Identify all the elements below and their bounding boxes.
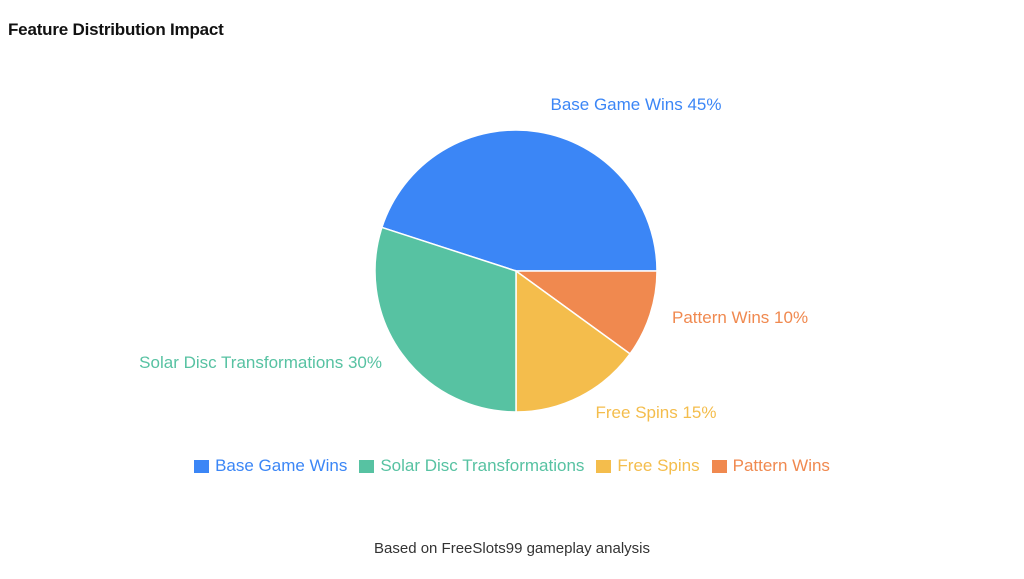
legend-label: Solar Disc Transformations [380, 456, 585, 475]
legend-item-solar-disc-transformations[interactable]: Solar Disc Transformations [359, 456, 584, 476]
legend-swatch [359, 459, 375, 473]
legend-swatch [711, 459, 727, 473]
pie-slice-pattern-wins[interactable] [513, 270, 658, 355]
slice-label-solar-disc-transformations: Solar Disc Transformations 30% [139, 353, 382, 372]
pie-slice-solar-disc-transformations[interactable] [374, 226, 517, 413]
pie-slice-free-spins[interactable] [515, 269, 632, 413]
legend-label: Free Spins [617, 456, 700, 475]
legend-swatch [194, 459, 210, 473]
legend-label: Base Game Wins [215, 456, 348, 475]
chart-legend: Base Game Wins Solar Disc Transformation… [0, 456, 1024, 476]
slice-label-free-spins: Free Spins 15% [596, 403, 717, 422]
legend-swatch [596, 459, 612, 473]
legend-label: Pattern Wins [732, 456, 830, 475]
legend-item-free-spins[interactable]: Free Spins [596, 456, 700, 476]
legend-item-pattern-wins[interactable]: Pattern Wins [711, 456, 830, 476]
legend-item-base-game-wins[interactable]: Base Game Wins [194, 456, 347, 476]
chart-title: Feature Distribution Impact [8, 20, 224, 39]
chart-footnote: Based on FreeSlots99 gameplay analysis [374, 540, 650, 557]
pie-slice-base-game-wins[interactable] [380, 129, 658, 272]
slice-label-pattern-wins: Pattern Wins 10% [672, 308, 808, 327]
slice-label-base-game-wins: Base Game Wins 45% [550, 95, 721, 114]
